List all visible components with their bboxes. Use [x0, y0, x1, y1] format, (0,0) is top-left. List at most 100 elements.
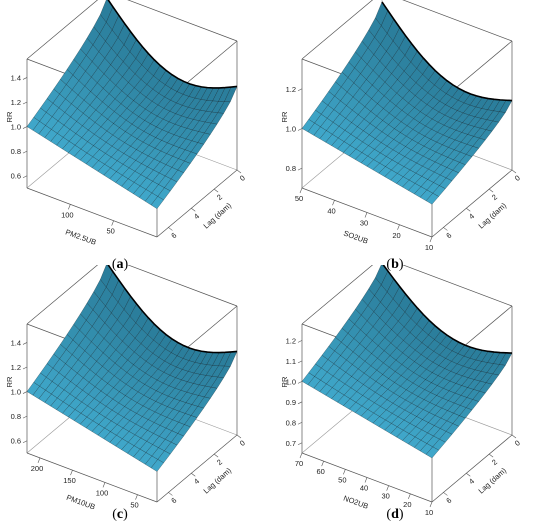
- z-tick: [22, 415, 28, 419]
- lag-tick: [236, 434, 242, 439]
- lag-tick-label: 4: [467, 477, 476, 487]
- x-tick: [111, 220, 114, 226]
- z-axis-label: RR: [5, 376, 14, 387]
- box-edge: [431, 434, 513, 503]
- box-edge: [127, 0, 238, 42]
- z-tick: [297, 401, 303, 405]
- z-tick-label: 0.6: [11, 172, 21, 181]
- lag-tick: [168, 227, 173, 231]
- x-tick: [321, 461, 324, 467]
- box-edge: [26, 265, 98, 325]
- lag-axis-label: Lag (dam): [477, 466, 509, 496]
- lag-tick: [213, 453, 219, 458]
- box-edge: [301, 0, 373, 60]
- z-tick-label: 1.2: [11, 98, 21, 107]
- lag-tick-label: 2: [215, 457, 224, 467]
- z-tick: [22, 77, 28, 80]
- z-tick: [297, 88, 303, 92]
- surface-facet: [425, 446, 439, 459]
- lag-tick: [466, 208, 471, 212]
- lag-tick-label: 0: [513, 173, 522, 183]
- surface-mesh: [301, 1, 513, 205]
- x-tick: [429, 501, 433, 508]
- x-tick: [70, 470, 73, 476]
- x-axis-label: SO2UB: [342, 229, 369, 246]
- box-edge: [156, 434, 238, 503]
- x-tick-label: 20: [392, 231, 400, 240]
- lag-tick-label: 6: [169, 231, 178, 241]
- lag-axis-label: Lag (dam): [202, 201, 234, 231]
- z-tick-label: 1.4: [11, 338, 21, 347]
- lag-tick-label: 2: [215, 192, 224, 202]
- surface-panel-a: 0.6 0.8 1.0 1.2 1.4 RR 100 50 PM2.5UB 0 2 4 6 Lag (da…: [0, 0, 275, 265]
- x-tick: [386, 485, 389, 491]
- lag-tick: [236, 169, 242, 174]
- z-axis-label: RR: [280, 376, 289, 387]
- surface-facet: [150, 459, 164, 472]
- z-tick-label: 0.6: [11, 437, 21, 446]
- surface-panel-c: 0.6 0.8 1.0 1.2 1.4 RR 200 150 100 50 PM10UB 0 2 4 6 La…: [0, 265, 275, 530]
- z-tick: [297, 422, 303, 425]
- lag-tick: [443, 227, 448, 231]
- surface-plot-c: 0.60.81.01.21.4RR20015010050PM10UB0246La…: [5, 265, 247, 512]
- z-tick: [297, 360, 303, 364]
- z-tick-label: 1.0: [11, 388, 21, 397]
- z-tick: [22, 150, 28, 154]
- surface-panel-d: 0.7 0.8 0.9 1.0 1.1 1.2 RR 70 60 50 40 30 20 10 NO2UB 0…: [275, 265, 550, 530]
- panel-caption-a: (a): [111, 257, 129, 272]
- x-tick-label: 10: [425, 243, 433, 252]
- lag-axis-label: Lag (dam): [477, 201, 509, 231]
- z-tick-label: 0.8: [11, 412, 21, 421]
- z-tick: [22, 175, 28, 178]
- lag-tick-label: 6: [444, 496, 453, 506]
- surface-mesh: [26, 0, 238, 209]
- x-tick: [102, 482, 106, 488]
- z-tick-label: 1.1: [286, 357, 296, 366]
- lag-tick: [168, 492, 173, 496]
- panel-caption-c: (c): [112, 507, 128, 522]
- box-edge: [402, 265, 513, 307]
- surface-lag0-edge: [107, 265, 238, 354]
- box-edge: [431, 169, 513, 238]
- z-tick: [297, 381, 303, 384]
- z-tick-label: 0.8: [286, 418, 296, 427]
- lag-tick-label: 6: [169, 496, 178, 506]
- z-axis-label: RR: [5, 111, 14, 122]
- lag-tick-label: 0: [238, 173, 247, 183]
- lag-tick: [443, 492, 448, 496]
- z-tick-label: 1.2: [286, 85, 296, 94]
- lag-tick-label: 0: [238, 438, 247, 448]
- x-tick: [332, 200, 335, 206]
- x-tick-label: 200: [31, 464, 44, 473]
- surface-plot-b: 0.8 1.0 1.2 RR 50 40 30 20 10 SO2UB 0 2 4 6 Lag (dam): [280, 0, 522, 252]
- z-tick-label: 1.0: [286, 377, 296, 386]
- lag-tick-label: 4: [192, 212, 201, 222]
- z-tick: [297, 128, 303, 131]
- x-tick: [364, 477, 368, 483]
- lag-tick-label: 4: [192, 477, 201, 487]
- x-tick-label: 100: [61, 210, 74, 219]
- z-tick-label: 1.2: [11, 363, 21, 372]
- box-edge: [301, 265, 373, 325]
- surface-lag0-edge: [382, 265, 513, 354]
- x-tick: [408, 493, 411, 499]
- x-axis-label: PM2.5UB: [64, 227, 97, 246]
- lag-tick: [191, 208, 196, 212]
- lag-tick-label: 6: [444, 231, 453, 241]
- z-tick: [22, 391, 28, 394]
- lag-tick: [488, 188, 494, 193]
- x-tick-label: 150: [63, 476, 76, 485]
- z-tick: [22, 342, 28, 345]
- x-tick: [364, 212, 368, 218]
- x-tick-label: 20: [403, 500, 411, 509]
- lag-axis-label: Lag (dam): [202, 466, 234, 496]
- x-tick-label: 50: [130, 501, 138, 510]
- x-tick: [135, 494, 138, 500]
- surface-mesh: [26, 265, 238, 472]
- lag-tick-label: 4: [467, 212, 476, 222]
- z-tick-label: 1.0: [286, 124, 296, 133]
- box-edge: [127, 265, 238, 307]
- z-tick-label: 0.8: [286, 164, 296, 173]
- x-tick-label: 60: [316, 467, 324, 476]
- lag-tick: [466, 473, 471, 477]
